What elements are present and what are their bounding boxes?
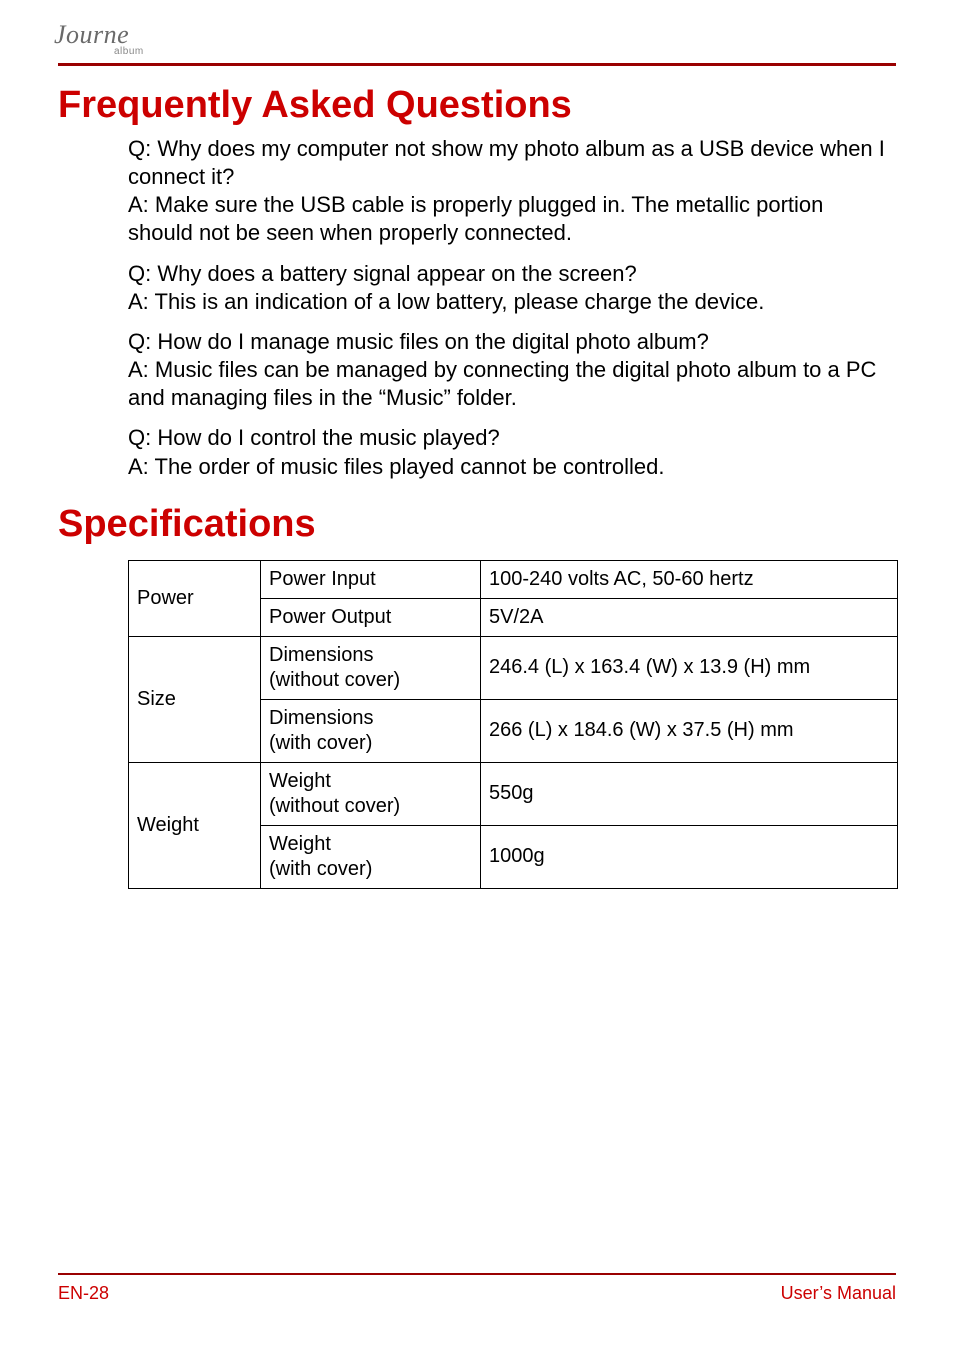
footer-row: EN-28 User’s Manual xyxy=(58,1283,896,1304)
page: Journe album Frequently Asked Questions … xyxy=(0,0,954,1348)
faq-answer: A: Music files can be managed by connect… xyxy=(128,356,886,412)
table-row: Size Dimensions(without cover) 246.4 (L)… xyxy=(129,636,898,699)
table-row: Weight Weight(without cover) 550g xyxy=(129,762,898,825)
spec-label: Power Output xyxy=(261,598,481,636)
faq-body: Q: Why does my computer not show my phot… xyxy=(128,135,886,481)
brand-logo-sub: album xyxy=(114,46,144,57)
faq-item: Q: Why does my computer not show my phot… xyxy=(128,135,886,248)
spec-value: 246.4 (L) x 163.4 (W) x 13.9 (H) mm xyxy=(481,636,898,699)
page-header: Journe album xyxy=(58,26,896,66)
spec-value: 5V/2A xyxy=(481,598,898,636)
spec-label: Weight(with cover) xyxy=(261,825,481,888)
faq-heading: Frequently Asked Questions xyxy=(58,84,896,127)
faq-answer: A: Make sure the USB cable is properly p… xyxy=(128,191,886,247)
specs-table: Power Power Input 100-240 volts AC, 50-6… xyxy=(128,560,898,889)
spec-value: 1000g xyxy=(481,825,898,888)
footer-rule xyxy=(58,1273,896,1275)
faq-question: Q: How do I manage music files on the di… xyxy=(128,328,886,356)
spec-label: Power Input xyxy=(261,560,481,598)
spec-value: 550g xyxy=(481,762,898,825)
page-number: EN-28 xyxy=(58,1283,109,1304)
faq-question: Q: Why does a battery signal appear on t… xyxy=(128,260,886,288)
spec-label: Dimensions(with cover) xyxy=(261,699,481,762)
spec-label: Weight(without cover) xyxy=(261,762,481,825)
faq-item: Q: Why does a battery signal appear on t… xyxy=(128,260,886,316)
faq-question: Q: How do I control the music played? xyxy=(128,424,886,452)
page-content: Frequently Asked Questions Q: Why does m… xyxy=(58,66,896,889)
spec-category: Weight xyxy=(129,762,261,888)
faq-item: Q: How do I control the music played? A:… xyxy=(128,424,886,480)
spec-category: Size xyxy=(129,636,261,762)
footer-title: User’s Manual xyxy=(781,1283,896,1304)
spec-value: 266 (L) x 184.6 (W) x 37.5 (H) mm xyxy=(481,699,898,762)
spec-value: 100-240 volts AC, 50-60 hertz xyxy=(481,560,898,598)
specs-heading: Specifications xyxy=(58,503,896,546)
faq-question: Q: Why does my computer not show my phot… xyxy=(128,135,886,191)
table-row: Power Power Input 100-240 volts AC, 50-6… xyxy=(129,560,898,598)
faq-answer: A: The order of music files played canno… xyxy=(128,453,886,481)
spec-category: Power xyxy=(129,560,261,636)
spec-label: Dimensions(without cover) xyxy=(261,636,481,699)
faq-item: Q: How do I manage music files on the di… xyxy=(128,328,886,412)
page-footer: EN-28 User’s Manual xyxy=(58,1273,896,1304)
faq-answer: A: This is an indication of a low batter… xyxy=(128,288,886,316)
